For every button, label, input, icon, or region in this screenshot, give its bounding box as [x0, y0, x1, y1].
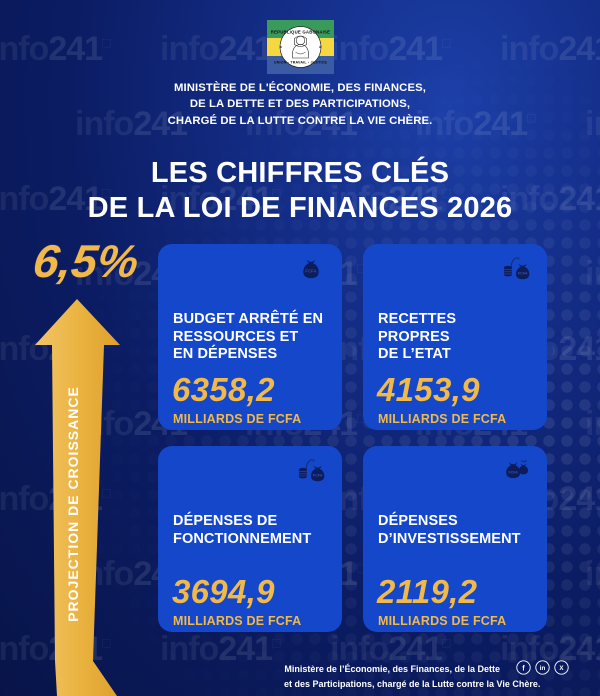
svg-text:FCFA: FCFA — [305, 269, 317, 274]
svg-text:FCFA: FCFA — [509, 471, 519, 475]
svg-text:REPUBLIQUE GABONAISE: REPUBLIQUE GABONAISE — [270, 30, 329, 35]
svg-text:X: X — [559, 665, 564, 672]
svg-text:in: in — [540, 665, 546, 672]
svg-text:FCFA: FCFA — [313, 474, 323, 478]
svg-text:UNION - TRAVAIL - JUSTICE: UNION - TRAVAIL - JUSTICE — [273, 61, 327, 65]
svg-text:FCFA: FCFA — [518, 272, 528, 276]
svg-text:f: f — [522, 663, 525, 672]
